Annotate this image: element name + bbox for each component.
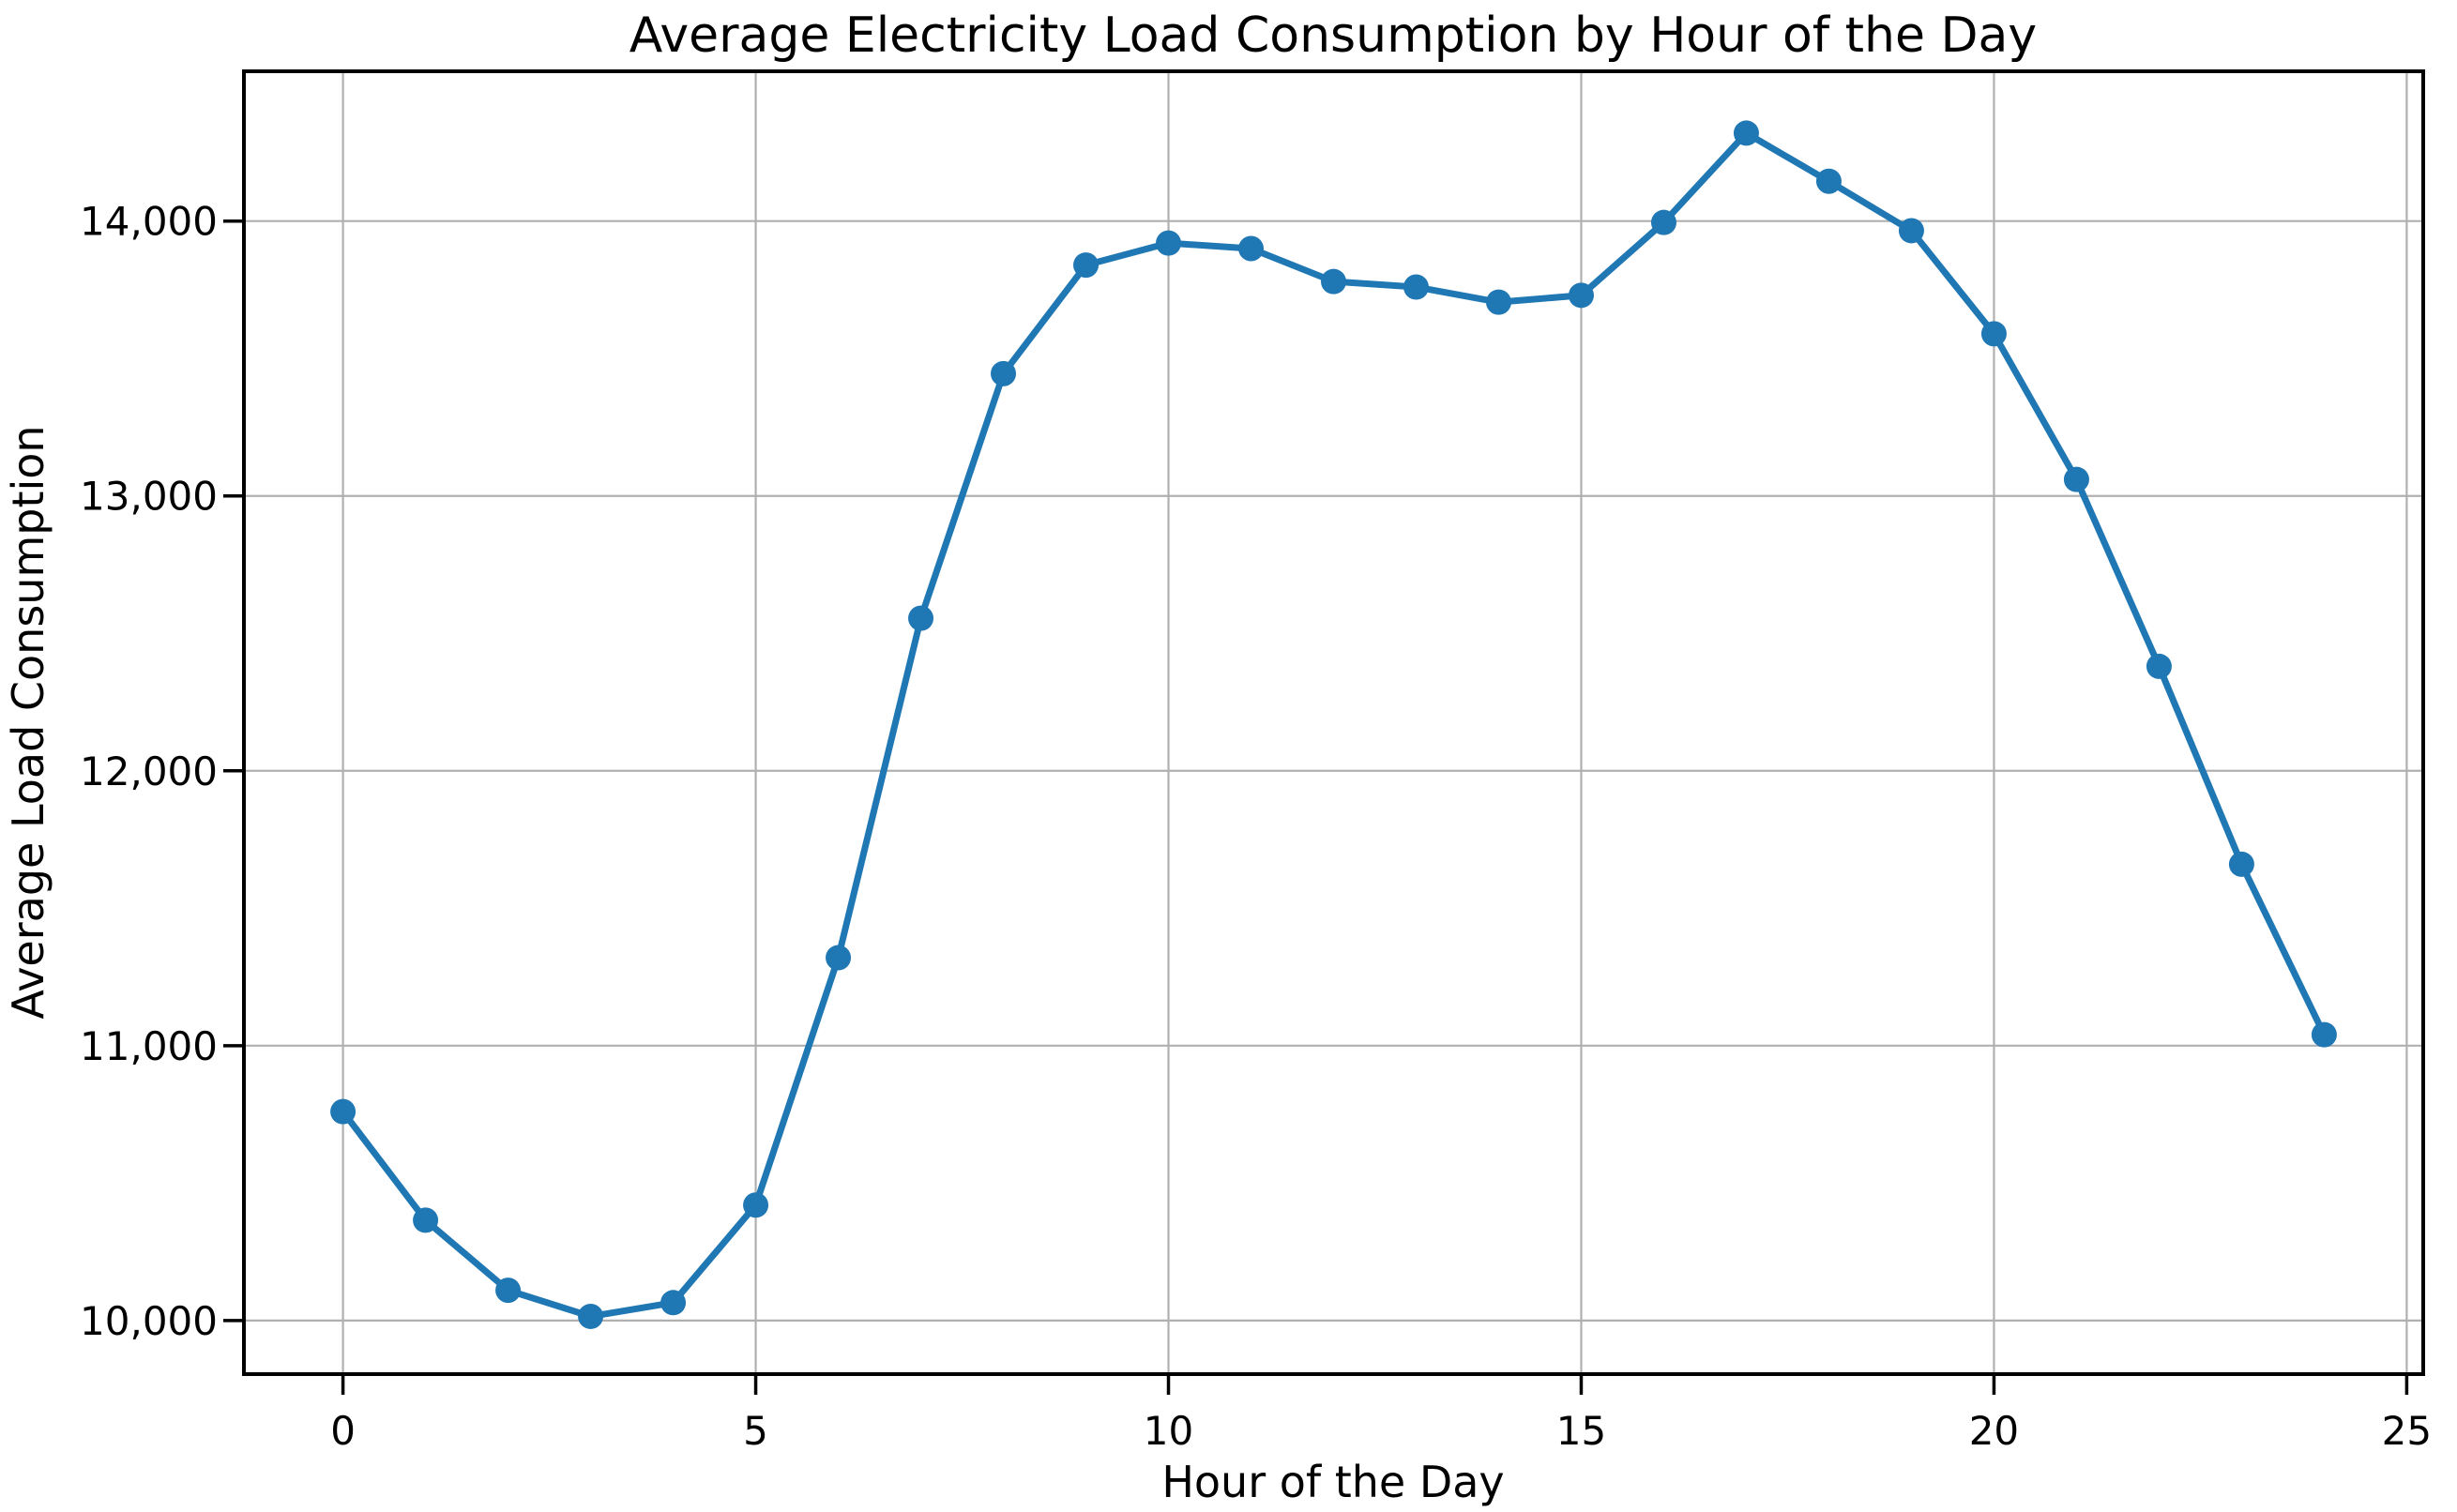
data-point: [1403, 274, 1429, 300]
x-tick-labels: 0 5 10 15 20 25: [330, 1408, 2432, 1454]
y-tick-labels: 10,000 11,000 12,000 13,000 14,000: [80, 199, 218, 1344]
series-group: [330, 120, 2337, 1329]
data-point: [1485, 289, 1511, 315]
y-tick-marks: [223, 219, 244, 1323]
y-tick-label: 13,000: [80, 474, 218, 520]
data-points: [330, 120, 2337, 1329]
y-tick-label: 14,000: [80, 199, 218, 245]
data-point: [908, 605, 934, 631]
x-tick-label: 10: [1144, 1408, 1193, 1454]
data-point: [1733, 120, 1759, 146]
y-tick-label: 10,000: [80, 1298, 218, 1344]
data-point: [2311, 1021, 2337, 1048]
data-point: [1650, 209, 1676, 235]
data-point: [578, 1303, 604, 1329]
data-point: [1073, 252, 1100, 279]
x-tick-label: 15: [1556, 1408, 1606, 1454]
data-point: [1898, 218, 1924, 244]
data-point: [2228, 851, 2254, 877]
data-point: [1321, 268, 1346, 295]
data-point: [660, 1290, 687, 1316]
y-gridlines: [244, 219, 2423, 1322]
data-point: [330, 1098, 356, 1125]
data-point: [1156, 230, 1182, 256]
chart-title: Average Electricity Load Consumption by …: [629, 8, 2037, 64]
data-point: [991, 360, 1017, 386]
x-tick-label: 5: [743, 1408, 768, 1454]
axes-spines: [242, 69, 2425, 1376]
x-tick-label: 25: [2382, 1408, 2432, 1454]
y-axis-label: Average Load Consumption: [3, 425, 53, 1019]
plot-area: [244, 71, 2423, 1374]
x-tick-label: 0: [330, 1408, 356, 1454]
y-tick-label: 11,000: [80, 1023, 218, 1069]
x-tick-label: 20: [1969, 1408, 2019, 1454]
data-point: [1238, 235, 1265, 262]
data-point: [1568, 282, 1594, 309]
x-tick-marks: [341, 1374, 2409, 1395]
data-point: [413, 1207, 439, 1233]
data-point: [1815, 168, 1842, 194]
data-point: [1980, 321, 2007, 347]
data-point: [743, 1192, 769, 1218]
data-point: [826, 945, 852, 971]
data-point: [495, 1278, 522, 1304]
data-point: [2063, 466, 2089, 492]
data-point: [2146, 653, 2172, 679]
x-axis-label: Hour of the Day: [1161, 1457, 1504, 1507]
y-tick-label: 12,000: [80, 748, 218, 794]
